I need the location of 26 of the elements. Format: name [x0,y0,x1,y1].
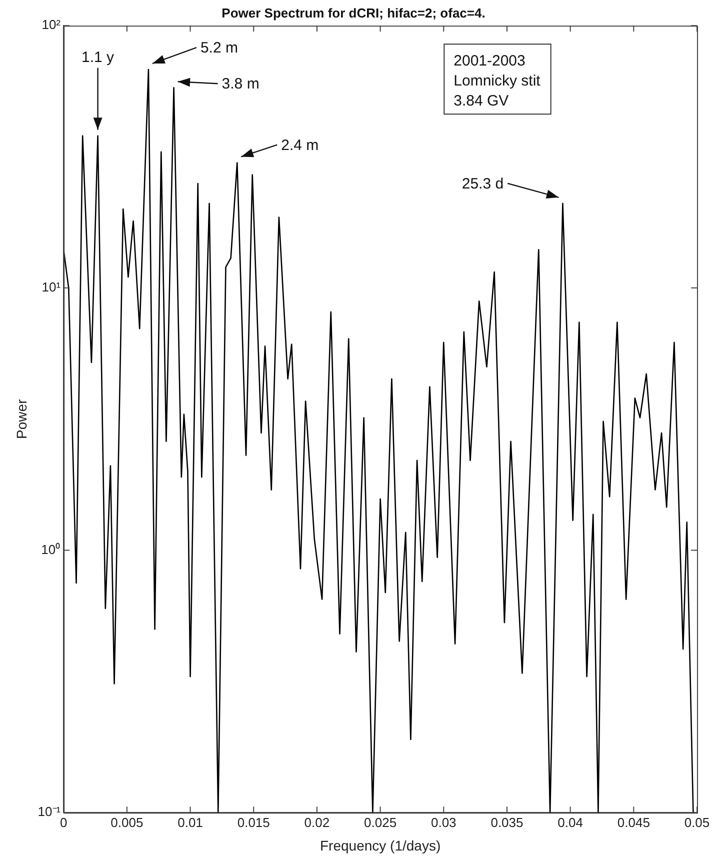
x-tick-label: 0.035 [490,814,524,830]
x-tick-label: 0.02 [304,814,330,830]
annotation: 2001-2003 [454,52,526,70]
y-tick-label: 10⁻¹ [38,804,62,820]
x-tick-label: 0.03 [430,814,456,830]
x-tick-label: 0 [60,814,68,830]
x-tick-label: 0.005 [110,814,144,830]
y-tick-label: 10² [42,17,62,32]
x-tick-label: 0.025 [364,814,397,830]
y-tick-label: 10¹ [42,280,62,295]
annotation: 25.3 d [462,175,504,192]
x-axis-title: Frequency (1/days) [320,837,441,854]
annotation: 2.4 m [281,136,319,154]
annotation: 1.1 y [82,48,115,66]
annotation: 3.8 m [222,76,260,93]
y-axis-title: Power [13,398,30,439]
x-tick-label: 0.05 [684,814,710,830]
chart-title: Power Spectrum for dCRI; hifac=2; ofac=4. [222,5,486,20]
annotation: Lomnicky stit [454,72,542,90]
annotation: 5.2 m [200,40,238,57]
x-tick-label: 0.015 [237,814,270,830]
x-tick-label: 0.01 [178,814,203,830]
annotation: 3.84 GV [454,92,509,110]
y-tick-label: 10⁰ [41,542,61,557]
x-tick-label: 0.04 [558,814,583,830]
x-tick-label: 0.045 [617,814,650,830]
